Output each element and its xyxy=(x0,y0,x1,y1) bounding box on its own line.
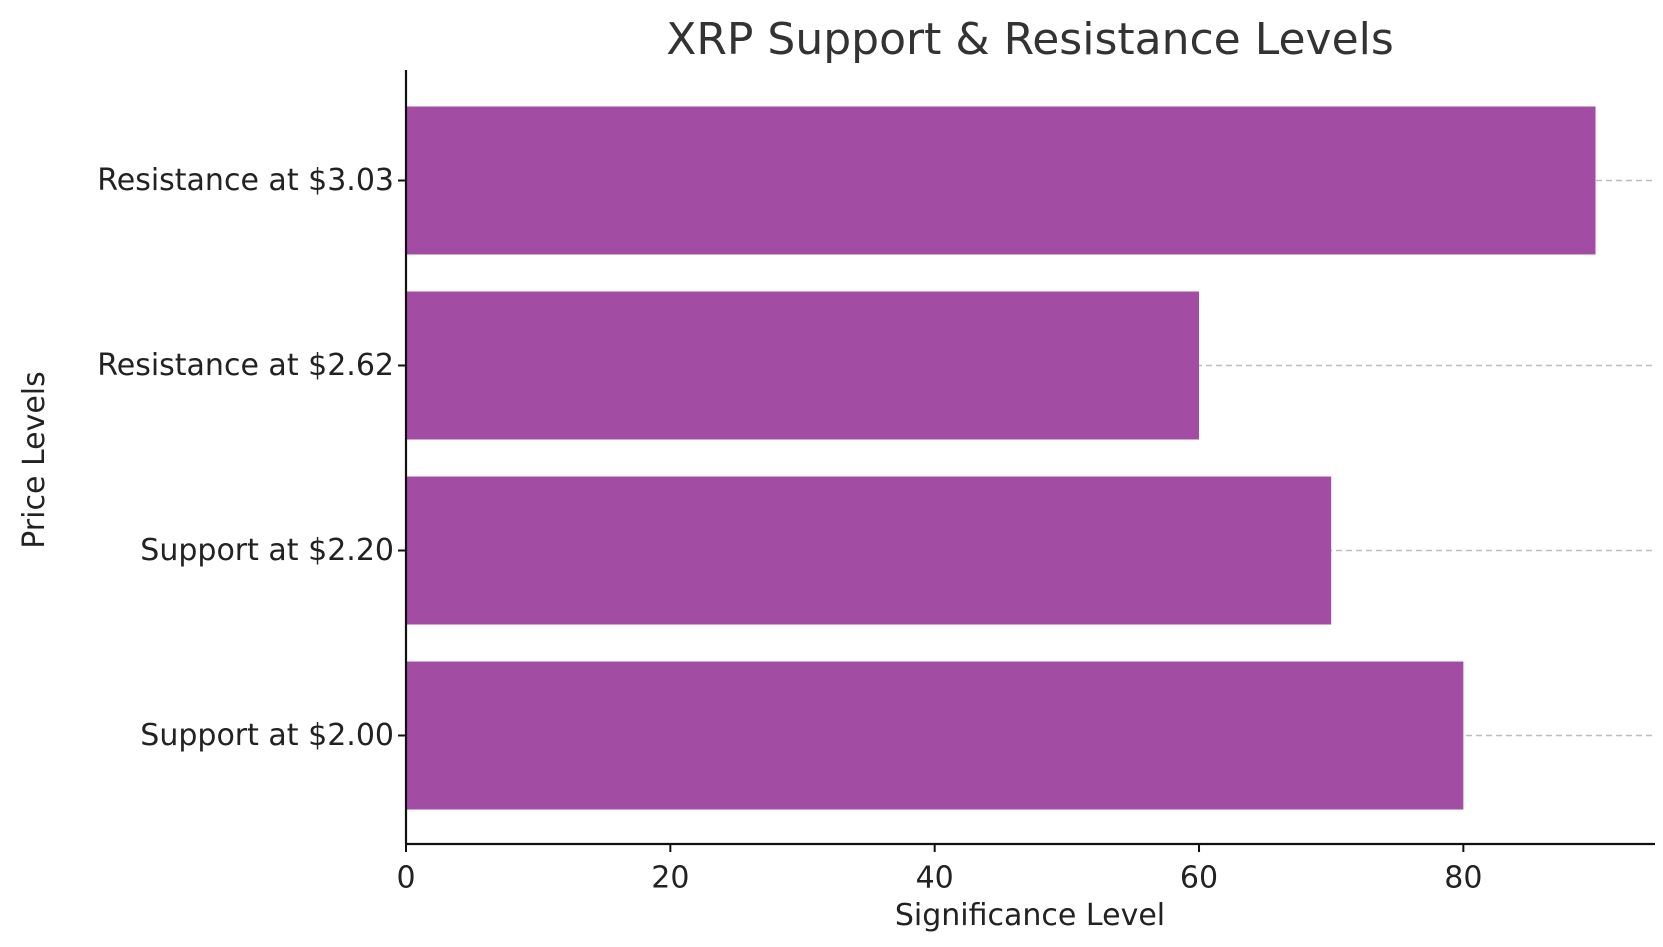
grid-lines xyxy=(406,179,1655,737)
y-tick-label: Resistance at $3.03 xyxy=(97,163,394,198)
y-tick-label: Support at $2.20 xyxy=(140,533,394,568)
x-tick-label: 60 xyxy=(1180,861,1218,896)
y-axis-label: Price Levels xyxy=(17,371,52,549)
x-axis-label: Significance Level xyxy=(895,898,1165,933)
y-tick-labels: Support at $2.00 Support at $2.20 Resistan… xyxy=(97,163,394,753)
y-tick-label: Resistance at $2.62 xyxy=(97,348,394,383)
x-tick-label: 80 xyxy=(1444,861,1482,896)
x-tick-label: 0 xyxy=(396,861,415,896)
y-tick-label: Support at $2.00 xyxy=(140,718,394,753)
x-tick-label: 20 xyxy=(651,861,689,896)
bar xyxy=(406,661,1464,810)
bar xyxy=(406,476,1332,625)
x-tick-label: 40 xyxy=(916,861,954,896)
x-tick-labels: 0 20 40 60 80 xyxy=(396,861,1482,896)
bar xyxy=(406,106,1596,255)
bar xyxy=(406,291,1200,440)
bars xyxy=(406,106,1596,810)
axes xyxy=(398,70,1655,852)
chart-title: XRP Support & Resistance Levels xyxy=(666,14,1394,65)
